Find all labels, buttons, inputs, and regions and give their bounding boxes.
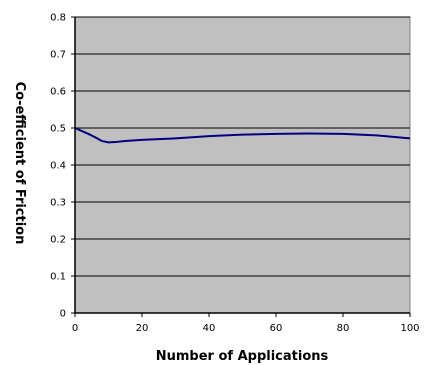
x-tick-label-3: 60 xyxy=(270,323,283,334)
x-tick-label-5: 100 xyxy=(400,323,419,334)
y-tick-label-7: 0.7 xyxy=(50,50,66,61)
x-axis-title: Number of Applications xyxy=(156,349,329,364)
y-tick-label-3: 0.3 xyxy=(50,198,66,209)
y-tick-label-8: 0.8 xyxy=(50,13,66,24)
x-tick-label-1: 20 xyxy=(136,323,149,334)
y-tick-label-4: 0.4 xyxy=(50,161,66,172)
x-axis-ticks: 0 20 40 60 80 100 xyxy=(72,312,420,334)
y-tick-label-2: 0.2 xyxy=(50,235,66,246)
series-layer xyxy=(74,127,411,144)
y-tick-label-1: 0.1 xyxy=(50,272,66,283)
y-tick-label-5: 0.5 xyxy=(50,124,66,135)
x-tick-label-2: 40 xyxy=(203,323,216,334)
x-tick-label-0: 0 xyxy=(72,323,78,334)
y-tick-label-0: 0 xyxy=(60,309,66,320)
y-axis-ticks: 0 0.1 0.2 0.3 0.4 0.5 0.6 0.7 0.8 xyxy=(50,13,76,320)
series-line-0 xyxy=(74,127,411,144)
y-axis-title: Co-efficient of Friction xyxy=(12,82,27,245)
gridlines xyxy=(75,16,410,277)
y-tick-label-6: 0.6 xyxy=(50,87,66,98)
x-tick-label-4: 80 xyxy=(337,323,350,334)
